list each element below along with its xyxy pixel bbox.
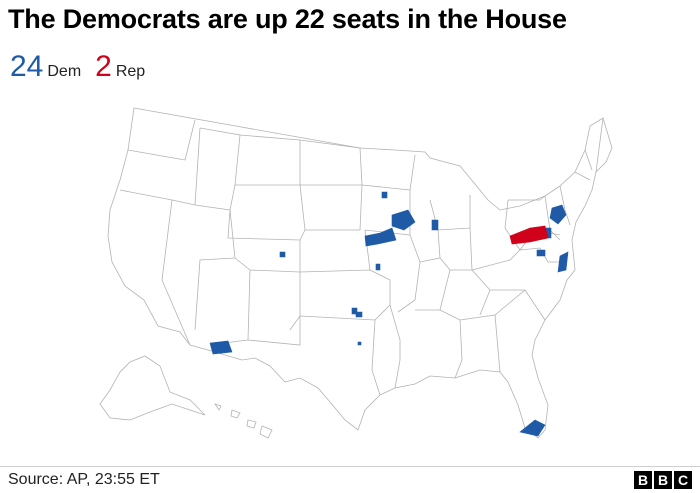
dem-district-va-coast (557, 251, 569, 273)
rep-district-pa (509, 225, 549, 245)
dem-district-fl (519, 419, 546, 437)
state-borders (107, 107, 613, 439)
dem-district-mn (391, 209, 416, 231)
bbc-logo-letter: B (654, 471, 672, 489)
republican-gains (509, 225, 549, 245)
dem-district-nj-ny (549, 204, 567, 225)
dem-district-va (536, 249, 546, 257)
bbc-logo-letter: C (674, 471, 692, 489)
rep-count: 2 (95, 50, 112, 83)
rep-label: Rep (115, 63, 146, 80)
headline: The Democrats are up 22 seats in the Hou… (8, 4, 567, 34)
alaska (99, 355, 206, 421)
source-note: Source: AP, 23:55 ET (8, 471, 160, 488)
dem-label: Dem (47, 63, 82, 80)
dem-district-il (431, 219, 439, 231)
bbc-logo: B B C (634, 471, 692, 489)
state-lines (119, 117, 604, 396)
dem-count: 24 (10, 50, 44, 83)
dem-district-mo (375, 263, 381, 271)
alaska-hawaii (99, 355, 273, 439)
footer: Source: AP, 23:55 ET B B C (0, 466, 700, 493)
us-outline (107, 107, 613, 439)
dem-district-az (209, 340, 233, 355)
dem-district-co (279, 251, 286, 258)
dem-district-ok (357, 341, 362, 346)
democratic-gains (209, 191, 569, 437)
dem-district-ks (351, 307, 363, 318)
seat-tally: 24 Dem 2 Rep (10, 52, 159, 82)
dem-district-mn-2 (381, 191, 388, 199)
dem-district-ia (364, 227, 397, 247)
us-house-map (99, 107, 613, 439)
bbc-logo-letter: B (634, 471, 652, 489)
hawaii (214, 403, 273, 439)
